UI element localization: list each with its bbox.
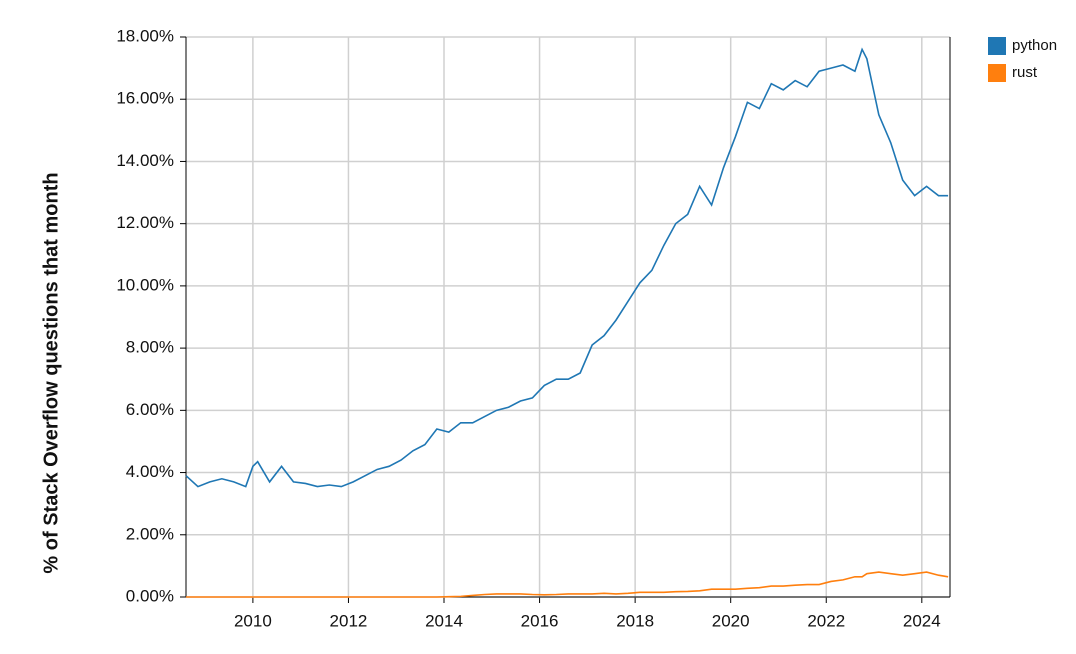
x-tick-label: 2014 [425,611,463,630]
series-line [185,47,949,488]
legend-swatch [988,64,1006,82]
y-tick-label: 6.00% [126,400,174,419]
y-tick-label: 14.00% [116,151,174,170]
y-tick-label: 18.00% [116,26,174,45]
x-tick-label: 2018 [616,611,654,630]
x-tick-label: 2016 [521,611,559,630]
x-tick-label: 2022 [807,611,845,630]
y-tick-label: 16.00% [116,89,174,108]
y-tick-label: 4.00% [126,462,174,481]
x-tick-label: 2010 [234,611,272,630]
y-tick-label: 0.00% [126,586,174,605]
y-tick-label: 2.00% [126,524,174,543]
series-line [186,571,949,598]
x-tick-label: 2012 [330,611,368,630]
y-tick-label: 10.00% [116,275,174,294]
y-axis-label: % of Stack Overflow questions that month [40,172,62,573]
y-tick-label: 8.00% [126,338,174,357]
y-tick-label: 12.00% [116,213,174,232]
legend: python rust [988,37,1057,82]
x-tick-label: 2020 [712,611,750,630]
legend-label: python [1012,37,1057,54]
legend-label: rust [1012,64,1038,81]
legend-swatch [988,37,1006,55]
x-tick-label: 2024 [903,611,941,630]
